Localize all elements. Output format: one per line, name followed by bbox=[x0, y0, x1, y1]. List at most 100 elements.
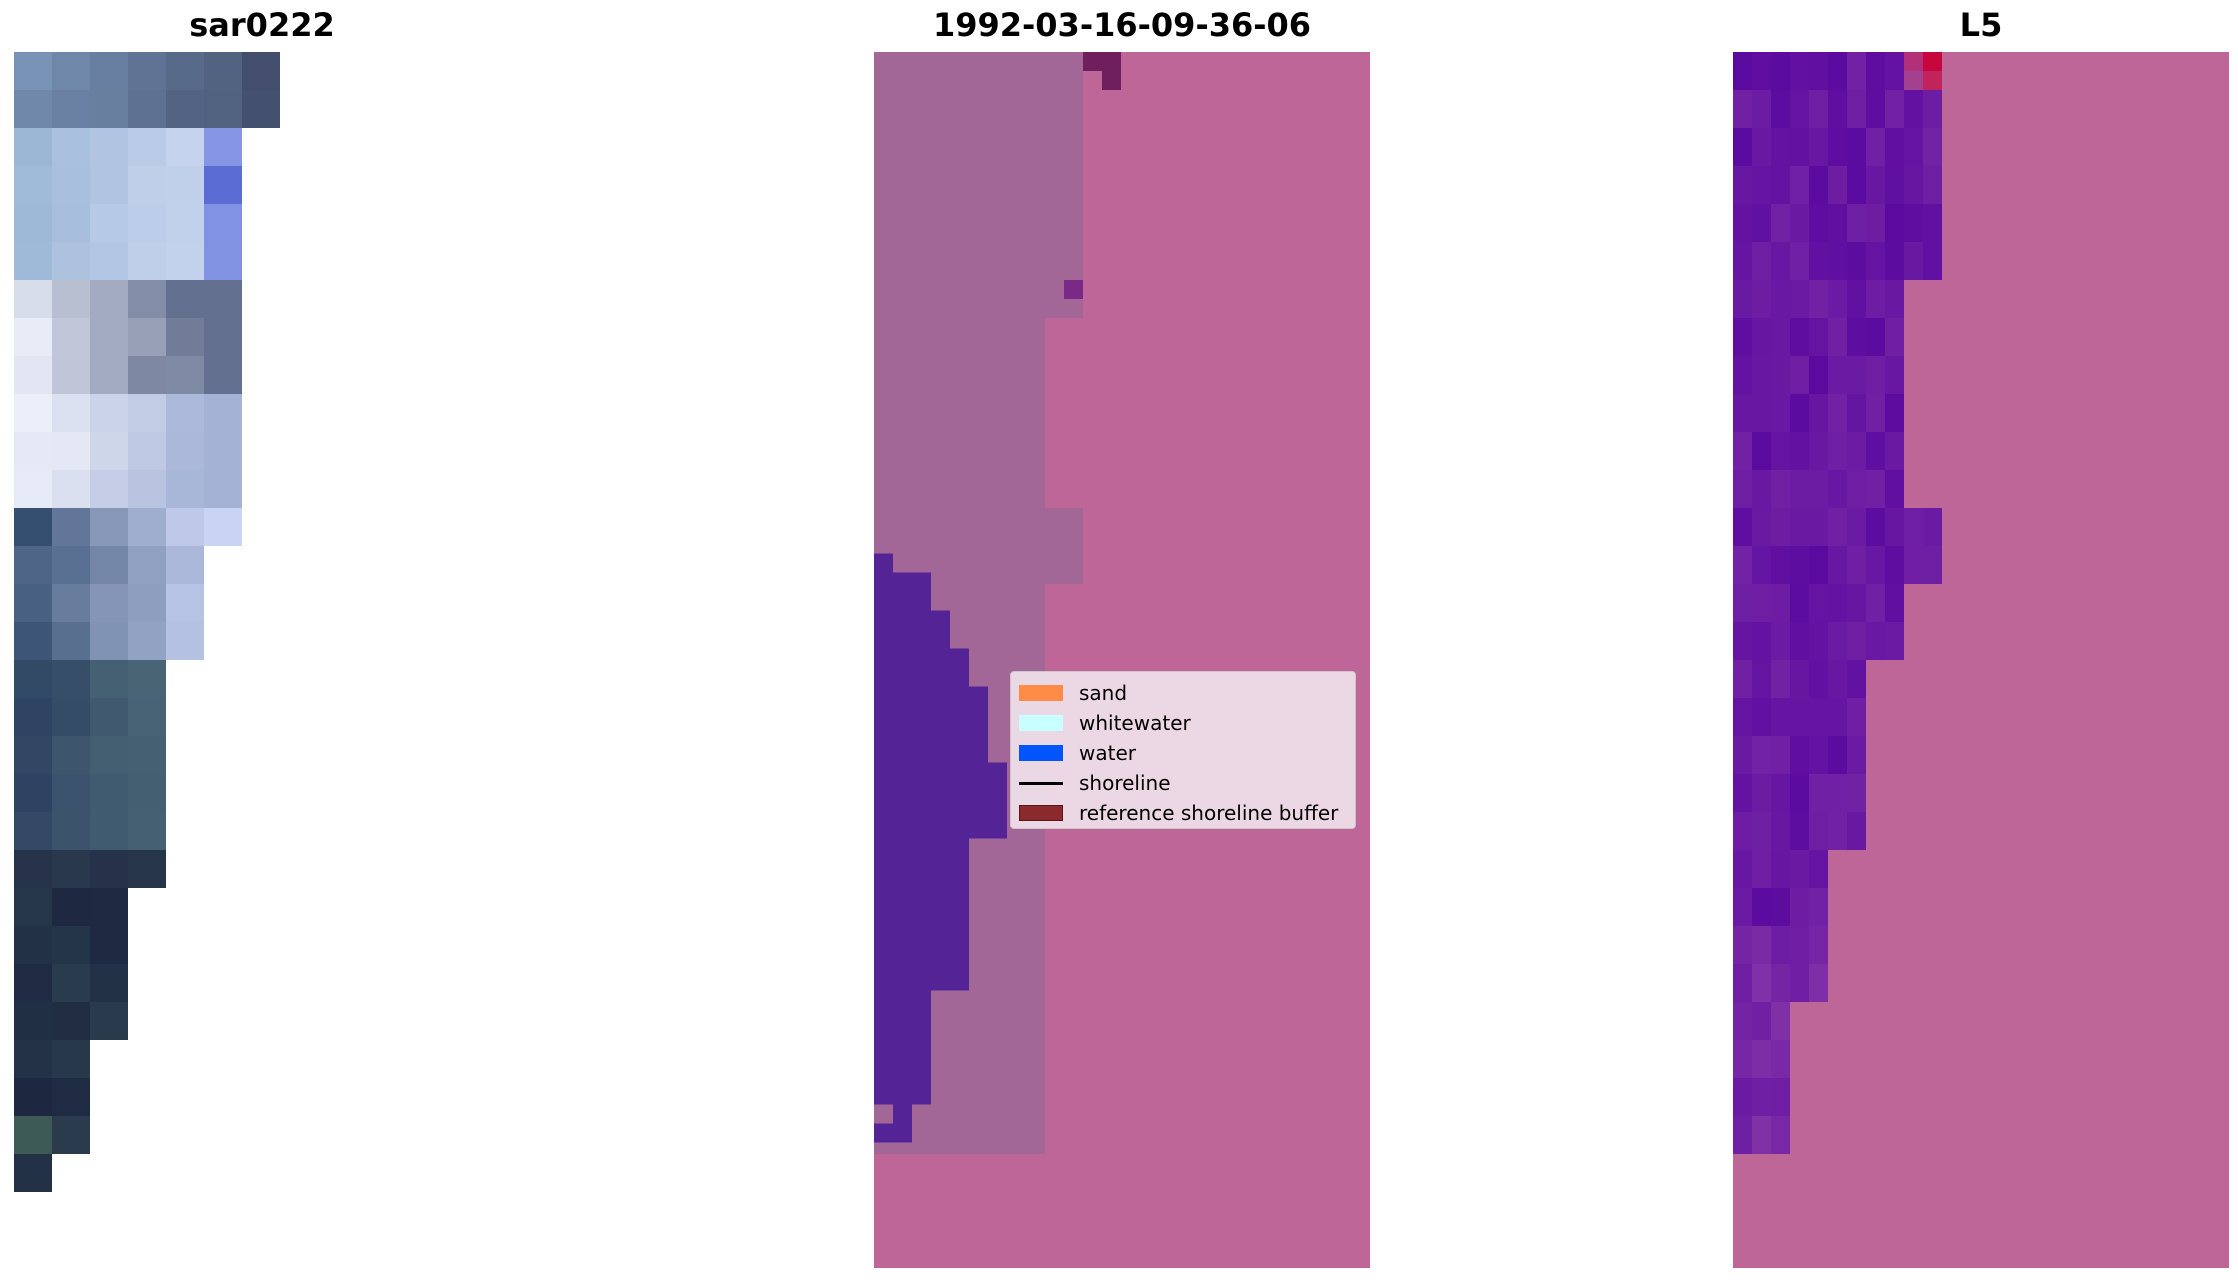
rgb-pixel bbox=[90, 128, 128, 166]
rgb-pixel bbox=[52, 774, 90, 812]
index-pixel bbox=[1752, 546, 1771, 584]
index-pixel bbox=[1809, 90, 1828, 128]
index-pixel bbox=[1885, 128, 1904, 166]
rgb-pixel bbox=[90, 774, 128, 812]
index-pixel bbox=[1790, 736, 1809, 774]
rgb-pixel bbox=[166, 128, 204, 166]
rgb-pixel bbox=[14, 1002, 52, 1040]
index-pixel bbox=[1733, 1040, 1752, 1078]
index-pixel bbox=[1752, 280, 1771, 318]
index-pixel bbox=[1771, 394, 1790, 432]
water-region bbox=[874, 876, 969, 915]
rgb-pixel bbox=[242, 90, 280, 128]
rgb-pixel bbox=[166, 508, 204, 546]
index-pixel bbox=[1828, 736, 1847, 774]
index-pixel bbox=[1866, 318, 1885, 356]
rgb-pixel bbox=[166, 470, 204, 508]
index-pixel bbox=[1771, 850, 1790, 888]
water-region bbox=[874, 990, 931, 1029]
rgb-pixel bbox=[128, 52, 166, 90]
rgb-pixel bbox=[204, 128, 242, 166]
index-pixel bbox=[1752, 660, 1771, 698]
index-pixel bbox=[1790, 964, 1809, 1002]
index-pixel bbox=[1733, 166, 1752, 204]
index-pixel bbox=[1828, 812, 1847, 850]
index-pixel bbox=[1733, 584, 1752, 622]
rgb-pixel bbox=[90, 166, 128, 204]
index-pixel bbox=[1771, 1002, 1790, 1040]
index-pixel bbox=[1847, 774, 1866, 812]
rgb-pixel bbox=[52, 926, 90, 964]
index-pixel bbox=[1828, 280, 1847, 318]
index-pixel bbox=[1847, 90, 1866, 128]
water-swatch bbox=[1019, 745, 1063, 761]
rgb-pixel bbox=[52, 508, 90, 546]
index-pixel bbox=[1752, 888, 1771, 926]
land-region bbox=[874, 90, 1083, 128]
rgb-pixel bbox=[14, 52, 52, 90]
rgb-pixel bbox=[14, 1116, 52, 1154]
index-pixel bbox=[1790, 622, 1809, 660]
index-pixel bbox=[1809, 736, 1828, 774]
index-pixel bbox=[1847, 52, 1866, 90]
index-pixel bbox=[1847, 584, 1866, 622]
rgb-pixel bbox=[90, 698, 128, 736]
rgb-pixel bbox=[204, 52, 242, 90]
reference-buffer-swatch bbox=[1019, 805, 1063, 821]
index-pixel bbox=[1752, 318, 1771, 356]
index-pixel bbox=[1790, 698, 1809, 736]
rgb-pixel bbox=[166, 394, 204, 432]
rgb-pixel bbox=[14, 1154, 52, 1192]
rgb-pixel bbox=[52, 1078, 90, 1116]
index-pixel bbox=[1904, 546, 1923, 584]
index-pixel bbox=[1809, 318, 1828, 356]
index-pixel bbox=[1885, 204, 1904, 242]
rgb-pixel bbox=[90, 90, 128, 128]
index-pixel bbox=[1752, 964, 1771, 1002]
water-region bbox=[874, 1066, 931, 1105]
index-pixel bbox=[1790, 280, 1809, 318]
index-pixel bbox=[1828, 90, 1847, 128]
rgb-pixel bbox=[128, 280, 166, 318]
index-pixel bbox=[1790, 242, 1809, 280]
rgb-pixel bbox=[128, 546, 166, 584]
rgb-pixel bbox=[52, 356, 90, 394]
rgb-pixel bbox=[90, 546, 128, 584]
rgb-pixel bbox=[166, 52, 204, 90]
index-pixel bbox=[1752, 166, 1771, 204]
index-pixel bbox=[1771, 546, 1790, 584]
index-pixel bbox=[1790, 394, 1809, 432]
index-pixel bbox=[1752, 52, 1771, 90]
index-pixel bbox=[1809, 660, 1828, 698]
index-pixel bbox=[1885, 508, 1904, 546]
index-pixel bbox=[1866, 508, 1885, 546]
rgb-pixel bbox=[52, 850, 90, 888]
index-pixel bbox=[1809, 926, 1828, 964]
rgb-pixel bbox=[128, 90, 166, 128]
index-pixel bbox=[1733, 356, 1752, 394]
legend-label-reference-buffer: reference shoreline buffer bbox=[1079, 801, 1339, 825]
rgb-pixel bbox=[52, 1002, 90, 1040]
rgb-pixel bbox=[14, 242, 52, 280]
index-pixel bbox=[1771, 166, 1790, 204]
index-pixel bbox=[1809, 964, 1828, 1002]
index-pixel bbox=[1733, 812, 1752, 850]
index-pixel bbox=[1790, 888, 1809, 926]
index-pixel bbox=[1847, 242, 1866, 280]
reference-buffer-pixel bbox=[1083, 52, 1121, 71]
rgb-pixel bbox=[52, 888, 90, 926]
water-region bbox=[874, 610, 950, 649]
land-region bbox=[874, 128, 1083, 166]
index-pixel bbox=[1866, 584, 1885, 622]
index-pixel bbox=[1790, 926, 1809, 964]
index-pixel bbox=[1771, 736, 1790, 774]
index-pixel bbox=[1752, 774, 1771, 812]
rgb-pixel bbox=[14, 128, 52, 166]
index-pixel bbox=[1733, 698, 1752, 736]
index-pixel bbox=[1866, 90, 1885, 128]
rgb-pixel bbox=[14, 1078, 52, 1116]
rgb-pixel bbox=[90, 394, 128, 432]
index-pixel bbox=[1866, 166, 1885, 204]
index-pixel bbox=[1847, 660, 1866, 698]
